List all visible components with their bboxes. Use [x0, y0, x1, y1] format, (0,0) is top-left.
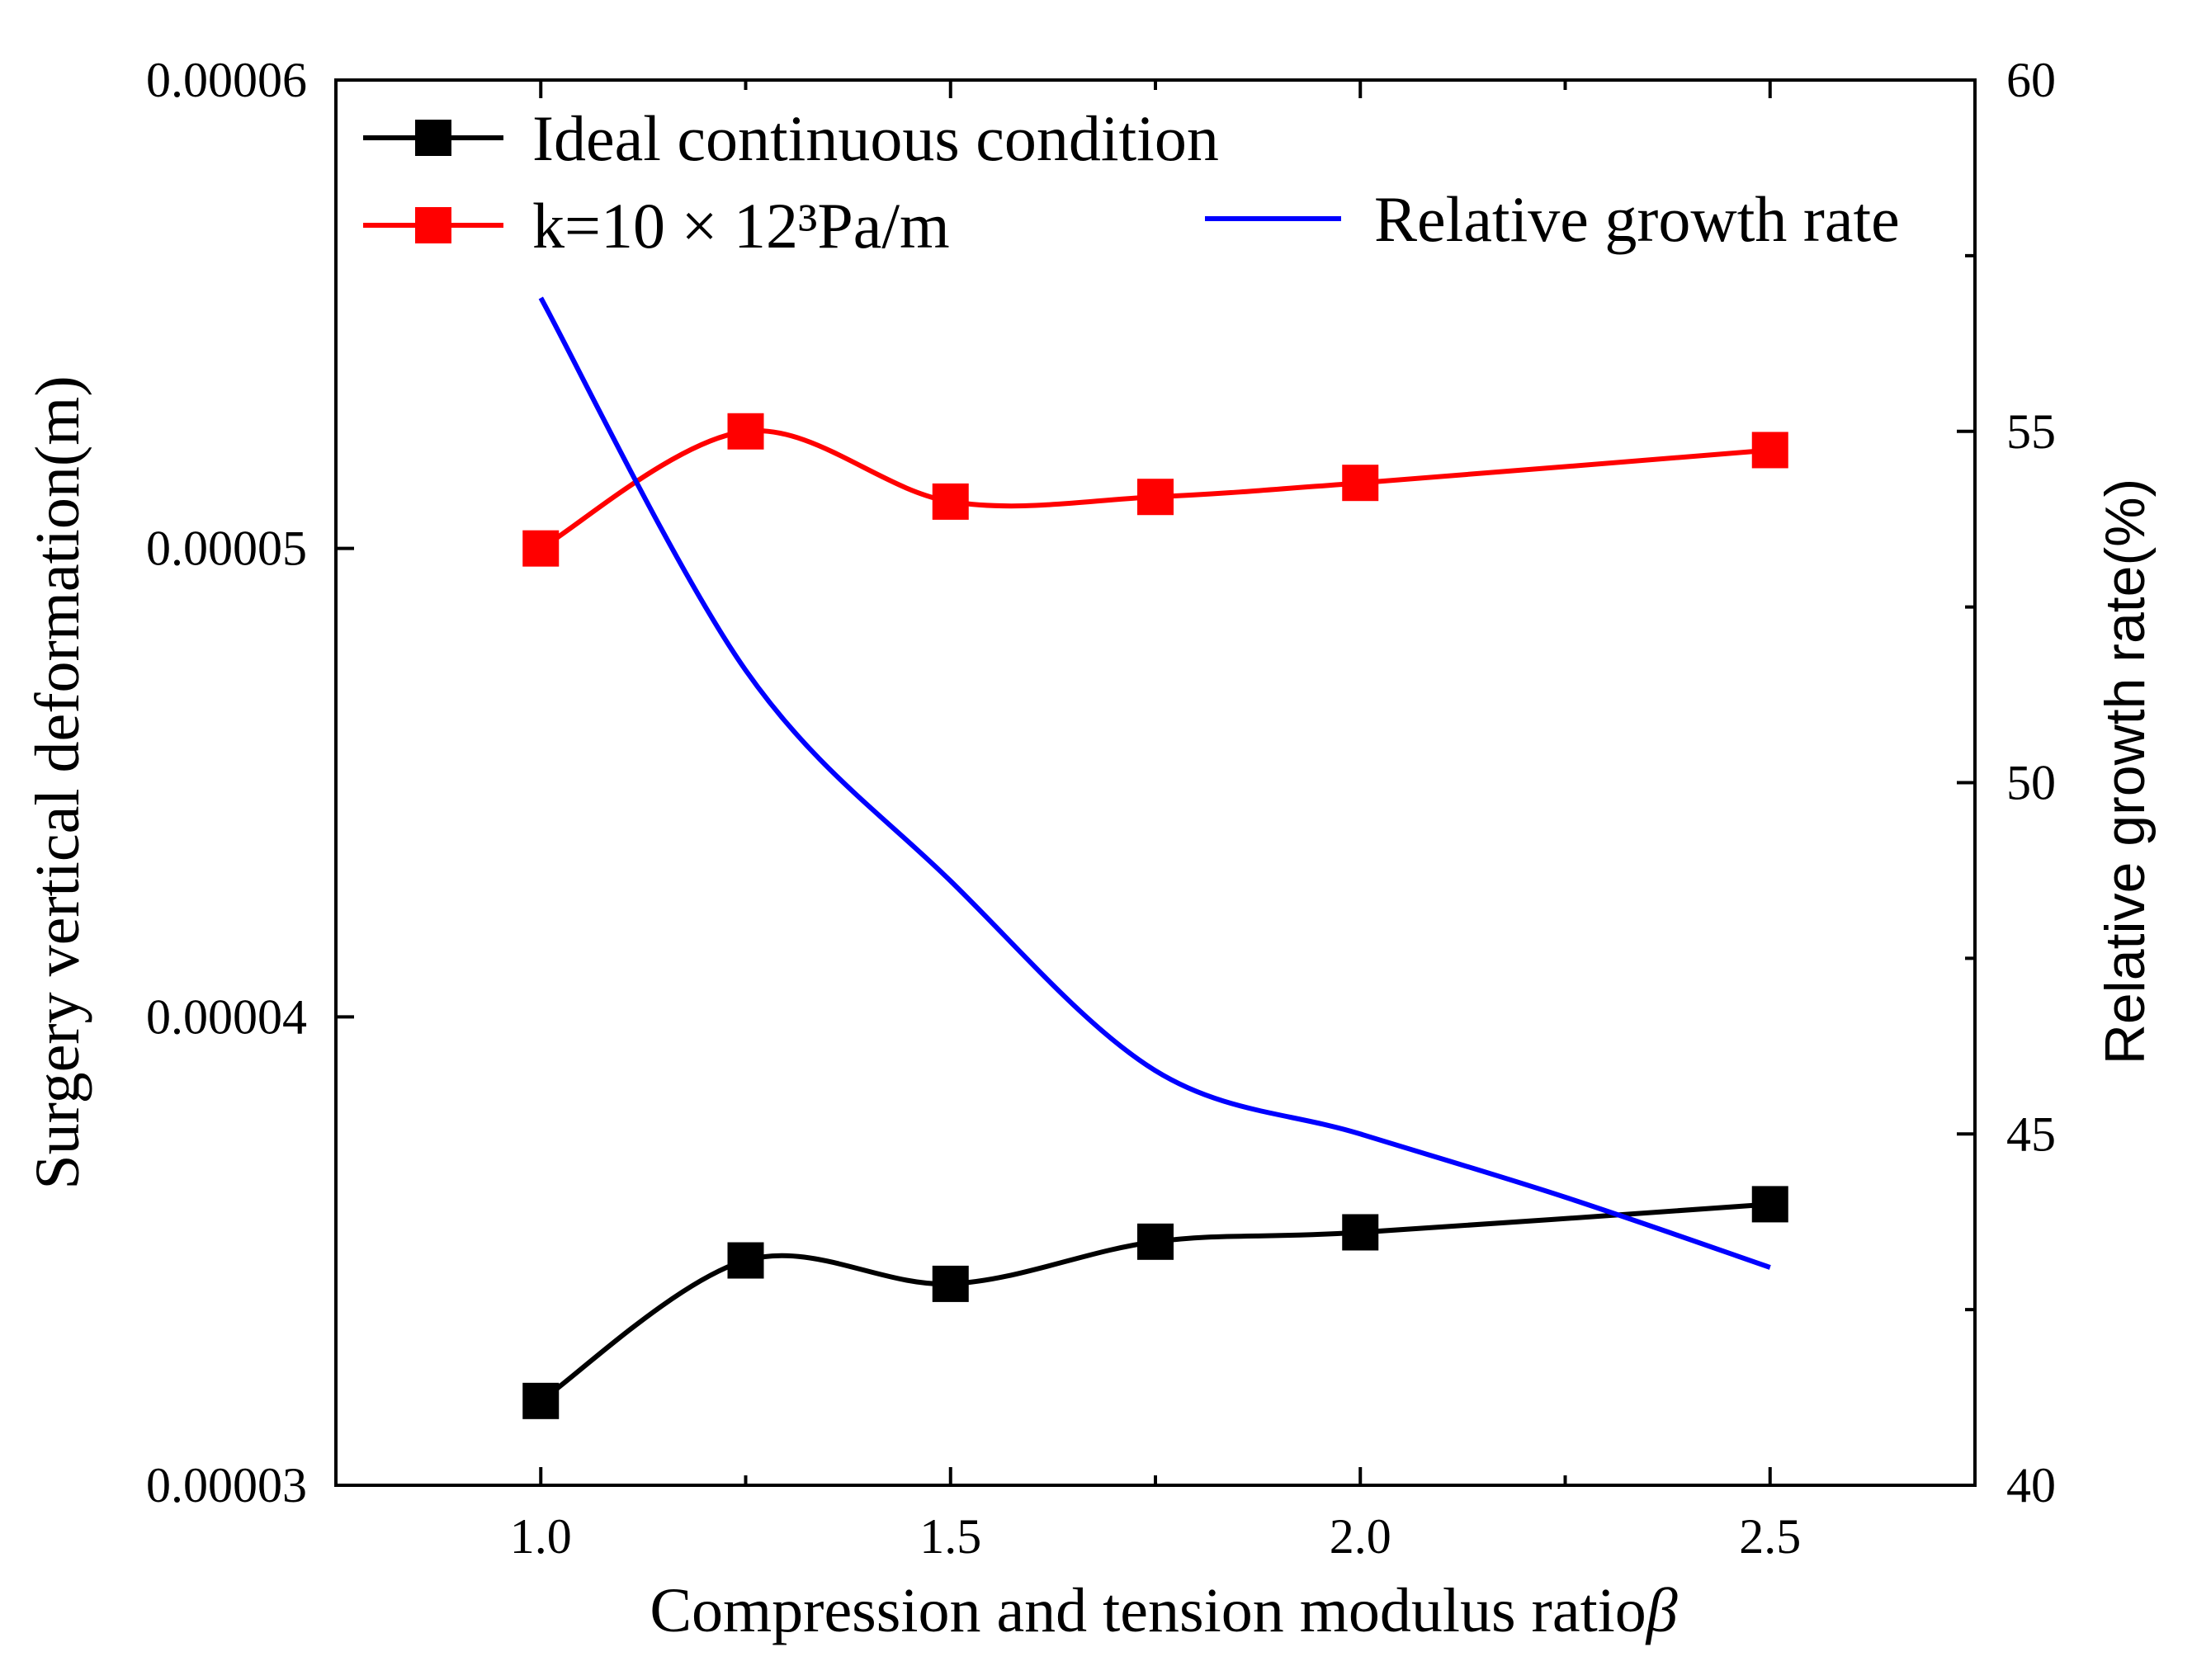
y-right-tick-label: 40 [2006, 1458, 2056, 1512]
y-left-tick-label: 0.00006 [146, 53, 307, 107]
axes: 1.0 1.5 2.0 2.5 0.00003 0.00004 0.00005 0.00006… [146, 53, 2056, 1564]
x-tick-label: 1.5 [919, 1509, 981, 1564]
data-point-marker [1137, 479, 1174, 516]
data-point-marker [522, 530, 560, 567]
legend-label: Relative growth rate [1374, 183, 1900, 255]
series-line [539, 428, 1771, 551]
y-right-tick-label: 55 [2006, 404, 2056, 459]
axis-titles: Compression and tension modulus ratioβ Su… [23, 375, 2157, 1645]
legend-entry-relative-growth-rate: Relative growth rate [1205, 183, 1900, 255]
data-point-marker [522, 1382, 560, 1419]
data-point-marker [1751, 1186, 1788, 1223]
data-point-marker [727, 1242, 764, 1279]
legend-label: k=10 × 12³Pa/m [532, 190, 950, 262]
series-line [539, 1201, 1771, 1404]
series-line [538, 296, 1771, 1270]
x-tick-label: 1.0 [510, 1509, 572, 1564]
series-relative-growth-rate [538, 296, 1771, 1270]
data-point-marker [1342, 1214, 1379, 1251]
x-tick-label: 2.5 [1739, 1509, 1801, 1564]
series-k-10-12-pa-m [522, 413, 1788, 567]
y-left-axis-title: Surgery vertical deformation(m) [23, 375, 92, 1189]
y-left-tick-label: 0.00004 [146, 989, 307, 1044]
data-point-marker [1342, 465, 1379, 502]
y-right-axis-title: Relative growth rate(%) [2094, 479, 2157, 1064]
y-left-tick-label: 0.00005 [146, 521, 307, 576]
data-point-marker [727, 413, 764, 450]
series-ideal-continuous-condition [522, 1186, 1788, 1419]
x-tick-label: 2.0 [1330, 1509, 1391, 1564]
x-axis-title: Compression and tension modulus ratioβ [650, 1576, 1677, 1645]
data-point-marker [932, 1265, 969, 1302]
y-right-tick-label: 50 [2006, 756, 2056, 810]
legend-label: Ideal continuous condition [532, 102, 1219, 174]
x-axis-title-symbol: β [1645, 1576, 1678, 1645]
legend-marker [415, 207, 451, 243]
legend-marker [415, 120, 451, 156]
legend: Ideal continuous condition k=10 × 12³Pa/m… [363, 102, 1900, 262]
data-point-marker [1751, 432, 1788, 469]
y-left-tick-label: 0.00003 [146, 1458, 307, 1512]
legend-entry-ideal-continuous-condition: Ideal continuous condition [363, 102, 1219, 174]
data-point-marker [1137, 1223, 1174, 1260]
series-layer [522, 296, 1788, 1419]
data-point-marker [932, 483, 969, 520]
y-right-tick-label: 45 [2006, 1107, 2056, 1161]
legend-entry-k-10-12-pa-m: k=10 × 12³Pa/m [363, 190, 950, 262]
y-right-tick-label: 60 [2006, 53, 2056, 107]
